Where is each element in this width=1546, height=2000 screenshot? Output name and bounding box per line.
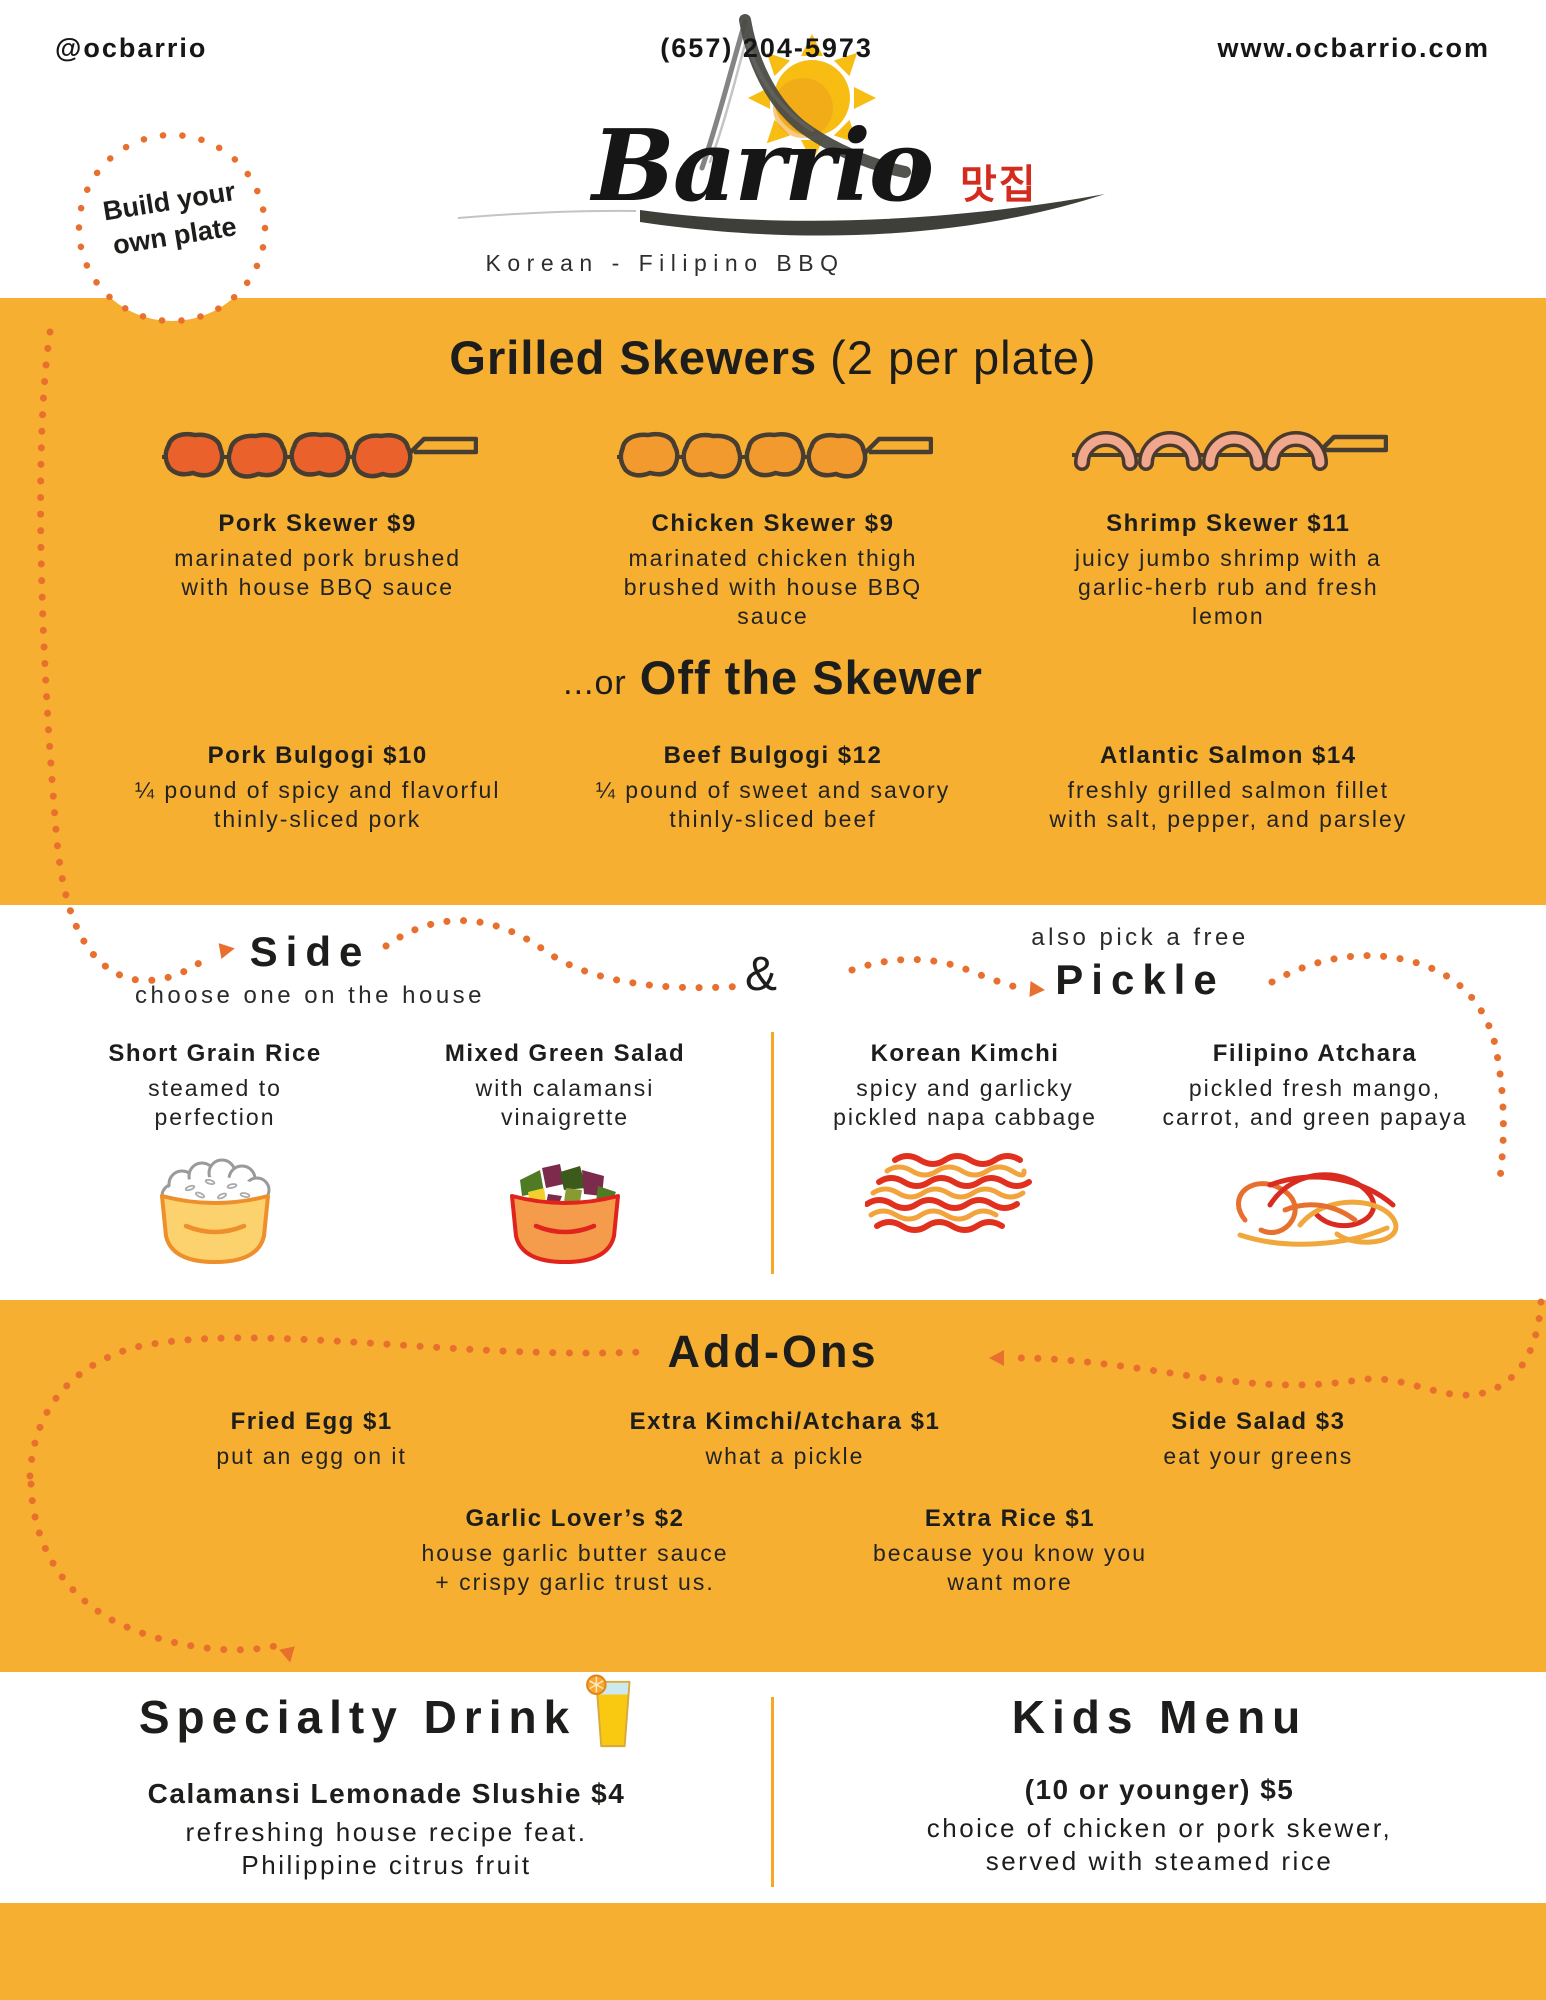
item-desc: with calamansi vinaigrette — [475, 1075, 655, 1131]
menu-item-garlic-lovers: Garlic Lover’s $2 house garlic butter sa… — [390, 1505, 760, 1597]
item-desc: put an egg on it — [216, 1443, 407, 1469]
menu-item-pork-bulgogi: Pork Bulgogi $10 ¼ pound of spicy and fl… — [133, 742, 503, 834]
menu-item-extra-kimchi-atchara: Extra Kimchi/Atchara $1 what a pickle — [605, 1408, 965, 1471]
grilled-skewers-subtitle: (2 per plate) — [830, 331, 1097, 384]
item-desc: marinated pork brushed with house BBQ sa… — [174, 545, 462, 601]
footer-website: www.ocbarrio.com — [1217, 33, 1490, 63]
item-desc: spicy and garlicky pickled napa cabbage — [833, 1075, 1097, 1131]
drink-kids-divider — [771, 1697, 774, 1887]
item-name: Garlic Lover’s $2 — [465, 1505, 685, 1532]
build-your-own-plate-badge: Build your own plate — [70, 126, 274, 330]
item-name: Beef Bulgogi $12 — [663, 742, 883, 769]
item-name: Mixed Green Salad — [444, 1040, 686, 1067]
menu-item-filipino-atchara: Filipino Atchara pickled fresh mango, ca… — [1150, 1040, 1480, 1255]
item-name: Pork Skewer $9 — [218, 510, 417, 537]
rice-bowl-icon — [160, 1158, 271, 1265]
item-name: Side Salad $3 — [1171, 1408, 1346, 1435]
atchara-icon — [1236, 1172, 1399, 1248]
item-desc: juicy jumbo shrimp with a garlic-herb ru… — [1074, 545, 1382, 630]
item-desc: because you know you want more — [873, 1540, 1147, 1596]
logo-korean-text: 맛집 — [960, 163, 1038, 207]
item-name: Short Grain Rice — [108, 1040, 322, 1067]
footer-social-handle: @ocbarrio — [55, 33, 208, 63]
side-pickle-divider — [771, 1032, 774, 1274]
specialty-drink-title: Specialty Drink — [138, 1691, 577, 1743]
item-name: Pork Bulgogi $10 — [207, 742, 428, 769]
chicken-skewer-icon — [616, 415, 933, 495]
item-desc: freshly grilled salmon fillet with salt,… — [1049, 777, 1408, 833]
item-desc: house garlic butter sauce + crispy garli… — [421, 1540, 729, 1596]
menu-item-pork-skewer: Pork Skewer $9 marinated pork brushed wi… — [148, 415, 488, 632]
item-desc: eat your greens — [1163, 1443, 1354, 1469]
item-name: Korean Kimchi — [870, 1040, 1060, 1067]
menu-item-fried-egg: Fried Egg $1 put an egg on it — [132, 1408, 492, 1471]
item-desc: pickled fresh mango, carrot, and green p… — [1162, 1075, 1468, 1131]
logo-mountain-sun-art — [457, 14, 1105, 236]
philippine-sun-icon — [748, 34, 876, 162]
specialty-drink-section: Specialty Drink Calamansi Lemonade Slush… — [0, 1674, 773, 1881]
grilled-skewers-title: Grilled Skewers (2 per plate) — [0, 330, 1546, 385]
kimchi-icon — [864, 1153, 1032, 1234]
pencil-line — [457, 209, 637, 219]
item-desc: ¼ pound of sweet and savory thinly-slice… — [595, 777, 951, 833]
grilled-skewers-title-text: Grilled Skewers — [449, 331, 818, 384]
item-desc: steamed to perfection — [148, 1075, 282, 1131]
footer-band — [0, 1903, 1546, 2000]
menu-item-beef-bulgogi: Beef Bulgogi $12 ¼ pound of sweet and sa… — [588, 742, 958, 834]
pickle-items: Korean Kimchi spicy and garlicky pickled… — [790, 1040, 1490, 1255]
add-ons-row1: Fried Egg $1 put an egg on it Extra Kimc… — [75, 1408, 1495, 1471]
item-desc: marinated chicken thigh brushed with hou… — [623, 545, 923, 630]
drink-item-desc: refreshing house recipe feat. Philippine… — [185, 1817, 588, 1880]
logo: Barrio 맛집 Korean - Filipino BBQ — [440, 0, 1120, 300]
pork-skewer-icon — [161, 415, 478, 495]
item-name: Extra Kimchi/Atchara $1 — [629, 1408, 941, 1435]
kids-item-name: (10 or younger) $5 — [1024, 1774, 1295, 1805]
side-title: Side — [249, 928, 371, 975]
shrimp-skewer-icon — [1072, 415, 1388, 495]
drink-item-name: Calamansi Lemonade Slushie $4 — [147, 1778, 626, 1809]
off-the-skewer-title: ...or Off the Skewer — [0, 650, 1546, 705]
kids-item-desc: choice of chicken or pork skewer, served… — [926, 1813, 1393, 1876]
pickle-section-header: also pick a free Pickle — [960, 924, 1320, 1004]
off-the-skewer-prefix: ...or — [563, 664, 627, 702]
footer-phone-number: (657) 204-5973 — [660, 33, 873, 63]
dotted-ring-icon — [75, 131, 269, 325]
item-name: Atlantic Salmon $14 — [1100, 742, 1357, 769]
item-desc: ¼ pound of spicy and flavorful thinly-sl… — [134, 777, 501, 833]
menu-item-shrimp-skewer: Shrimp Skewer $11 juicy jumbo shrimp wit… — [1058, 415, 1398, 632]
item-name: Filipino Atchara — [1212, 1040, 1418, 1067]
logo-wordmark: Barrio — [592, 109, 934, 224]
pickle-title: Pickle — [1055, 956, 1225, 1003]
kids-menu-title: Kids Menu — [1011, 1691, 1308, 1743]
item-name: Shrimp Skewer $11 — [1106, 510, 1351, 537]
item-name: Chicken Skewer $9 — [651, 510, 895, 537]
grilled-skewers-band — [0, 298, 1546, 905]
ampersand: & — [745, 948, 778, 1001]
menu-item-atlantic-salmon: Atlantic Salmon $14 freshly grilled salm… — [1043, 742, 1413, 834]
menu-item-side-salad: Side Salad $3 eat your greens — [1078, 1408, 1438, 1471]
pickle-note: also pick a free — [1031, 924, 1249, 951]
menu-item-short-grain-rice: Short Grain Rice steamed to perfection — [95, 1040, 335, 1275]
menu-item-extra-rice: Extra Rice $1 because you know you want … — [830, 1505, 1190, 1597]
mountain-brush-stroke — [699, 14, 911, 178]
item-name: Fried Egg $1 — [230, 1408, 393, 1435]
side-items: Short Grain Rice steamed to perfection — [40, 1040, 740, 1275]
off-the-skewer-title-text: Off the Skewer — [639, 651, 983, 704]
menu-item-chicken-skewer: Chicken Skewer $9 marinated chicken thig… — [603, 415, 943, 632]
brush-swoosh — [640, 194, 1105, 236]
skewer-items: Pork Skewer $9 marinated pork brushed wi… — [90, 415, 1456, 632]
side-section-header: Side choose one on the house — [130, 928, 490, 1010]
lemonade-glass-icon — [586, 1674, 631, 1748]
off-skewer-items: Pork Bulgogi $10 ¼ pound of spicy and fl… — [90, 742, 1456, 834]
item-desc: what a pickle — [705, 1443, 865, 1469]
side-subtitle: choose one on the house — [134, 982, 486, 1009]
menu-item-mixed-green-salad: Mixed Green Salad with calamansi vinaigr… — [415, 1040, 715, 1275]
kids-menu-section: Kids Menu (10 or younger) $5 choice of c… — [773, 1690, 1546, 1877]
menu-item-korean-kimchi: Korean Kimchi spicy and garlicky pickled… — [825, 1040, 1105, 1255]
item-name: Extra Rice $1 — [924, 1505, 1096, 1532]
logo-tagline: Korean - Filipino BBQ — [485, 250, 845, 276]
salad-bowl-icon — [510, 1164, 620, 1265]
add-ons-title: Add-Ons — [667, 1326, 879, 1377]
